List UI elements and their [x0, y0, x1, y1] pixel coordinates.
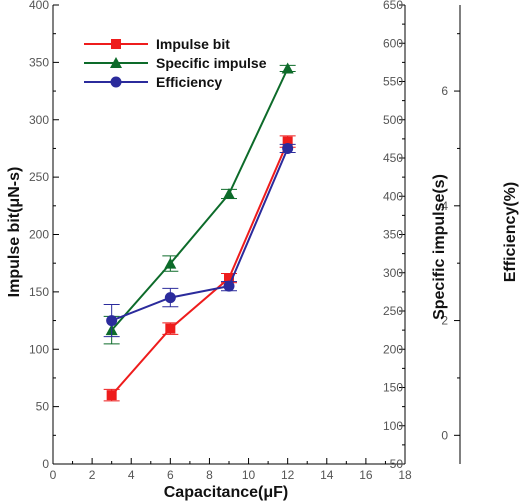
- efficiency-point: [282, 142, 294, 154]
- legend-marker-specific-impulse: [110, 57, 122, 68]
- right-y-tick-label: 400: [383, 189, 403, 203]
- specific-impulse-point: [281, 62, 294, 74]
- legend-label-efficiency: Efficiency: [156, 74, 222, 90]
- right-y-tick-label: 100: [383, 419, 403, 433]
- x-axis-label: Capacitance(μF): [164, 484, 288, 501]
- left-y-tick-label: 350: [29, 55, 49, 69]
- left-y-tick-label: 400: [29, 0, 49, 12]
- right-y-tick-label: 150: [383, 381, 403, 395]
- right-y-tick-label: 600: [383, 36, 403, 50]
- legend-marker-efficiency: [110, 76, 122, 88]
- legend-marker-impulse-bit: [111, 39, 121, 49]
- legend-label-specific-impulse: Specific impulse: [156, 55, 267, 71]
- legend-item-specific-impulse: Specific impulse: [84, 55, 267, 71]
- right-y-tick-label: 50: [390, 457, 404, 471]
- right-y-tick-label: 350: [383, 228, 403, 242]
- impulse-bit-point: [282, 136, 293, 147]
- impulse-bit-line: [110, 141, 289, 396]
- specific-impulse-point: [223, 187, 235, 199]
- impulse-bit-point: [106, 390, 117, 401]
- left-y-tick-label: 200: [29, 228, 49, 242]
- legend: Impulse bit Specific impulse Efficiency: [84, 36, 267, 90]
- left-y-tick-label: 300: [29, 113, 49, 127]
- efficiency-point: [223, 280, 235, 292]
- x-tick-label: 18: [398, 468, 412, 482]
- left-y-tick-label: 0: [42, 457, 49, 471]
- legend-label-impulse-bit: Impulse bit: [156, 36, 230, 52]
- x-tick-label: 2: [89, 468, 96, 482]
- x-tick-label: 0: [50, 468, 57, 482]
- series-efficiency: [103, 142, 296, 338]
- series-impulse-bit: [103, 135, 296, 402]
- right-y-tick-label: 250: [383, 304, 403, 318]
- y-axis-label-efficiency: Efficiency(%): [502, 182, 519, 282]
- x-tick-label: 14: [320, 468, 334, 482]
- efficiency-line: [111, 148, 289, 322]
- left-y-tick-label: 100: [29, 342, 49, 356]
- efficiency-tick-label: 4: [441, 199, 448, 213]
- right-y-tick-label: 650: [383, 0, 403, 12]
- efficiency-tick-label: 6: [441, 84, 448, 98]
- right-y-tick-label: 500: [383, 113, 403, 127]
- series-specific-impulse: [103, 62, 296, 345]
- x-tick-label: 10: [242, 468, 256, 482]
- left-y-tick-label: 150: [29, 285, 49, 299]
- impulse-bit-point: [224, 273, 234, 284]
- legend-item-efficiency: Efficiency: [84, 74, 222, 90]
- x-tick-label: 4: [128, 468, 135, 482]
- legend-item-impulse-bit: Impulse bit: [84, 36, 230, 52]
- specific-impulse-point: [164, 257, 177, 269]
- x-tick-label: 8: [206, 468, 213, 482]
- efficiency-tick-label: 2: [441, 314, 448, 328]
- right-y-tick-label: 450: [383, 151, 403, 165]
- y-axis-label-specific-impulse: Specific impulse(s): [431, 174, 448, 320]
- right-y-tick-label: 300: [383, 266, 403, 280]
- series-layer: [103, 62, 296, 402]
- axes-layer: 0 2 4 6 8 10 12 14 16 180501001502002503003504005…: [29, 0, 461, 482]
- efficiency-tick-label: 0: [441, 428, 448, 442]
- specific-impulse-line: [110, 68, 289, 331]
- efficiency-point: [164, 292, 176, 304]
- efficiency-point: [106, 315, 118, 327]
- right-y-tick-label: 550: [383, 75, 403, 89]
- x-tick-label: 16: [359, 468, 373, 482]
- x-tick-label: 6: [167, 468, 174, 482]
- x-tick-label: 12: [281, 468, 295, 482]
- impulse-bit-point: [165, 323, 176, 334]
- left-y-tick-label: 50: [36, 400, 50, 414]
- left-y-tick-label: 250: [29, 170, 49, 184]
- right-y-tick-label: 200: [383, 342, 403, 356]
- y-axis-label-impulse-bit: Impulse bit(μN-s): [6, 167, 23, 298]
